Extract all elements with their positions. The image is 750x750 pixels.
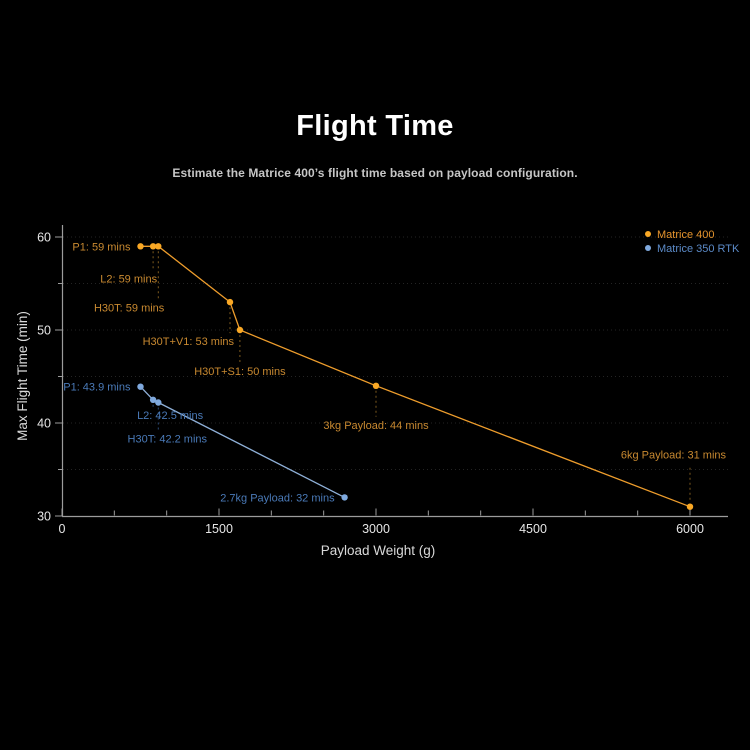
point-annotation: H30T+S1: 50 mins <box>194 366 286 378</box>
legend-label-matrice-350-rtk: Matrice 350 RTK <box>657 243 740 255</box>
data-point-matrice-350-rtk <box>155 399 162 406</box>
legend-dot-matrice-400 <box>645 231 651 237</box>
point-annotation: P1: 59 mins <box>72 241 131 253</box>
point-annotation: P1: 43.9 mins <box>63 382 131 394</box>
point-annotation: L2: 59 mins <box>100 273 157 285</box>
y-tick-label: 60 <box>37 231 51 245</box>
legend-dot-matrice-350-rtk <box>645 245 651 251</box>
page-title: Flight Time <box>296 110 454 142</box>
data-point-matrice-400 <box>137 243 144 250</box>
point-annotation: 2.7kg Payload: 32 mins <box>220 492 335 504</box>
x-tick-label: 4500 <box>519 522 547 536</box>
point-annotation: H30T+V1: 53 mins <box>143 336 235 348</box>
chart-header: Flight Time Estimate the Matrice 400’s f… <box>0 110 750 180</box>
data-point-matrice-400 <box>686 503 694 510</box>
data-point-matrice-400 <box>226 298 234 306</box>
y-tick-label: 50 <box>37 324 51 338</box>
point-annotation: 6kg Payload: 31 mins <box>621 450 727 462</box>
data-point-matrice-400 <box>236 326 244 334</box>
data-point-matrice-350-rtk <box>341 494 348 501</box>
page-subtitle: Estimate the Matrice 400’s flight time b… <box>172 166 578 180</box>
x-tick-label: 3000 <box>362 522 390 536</box>
data-point-matrice-400 <box>372 382 380 389</box>
data-point-matrice-400 <box>149 243 157 250</box>
point-annotation: 3kg Payload: 44 mins <box>323 420 429 432</box>
y-tick-label: 40 <box>37 417 51 431</box>
data-point-matrice-350-rtk <box>149 396 157 403</box>
y-tick-label: 30 <box>37 510 51 524</box>
legend-label-matrice-400: Matrice 400 <box>657 229 714 241</box>
x-tick-label: 6000 <box>676 522 704 536</box>
point-annotation: H30T: 42.2 mins <box>128 434 208 446</box>
y-axis-title: Max Flight Time (min) <box>15 311 30 441</box>
x-axis-title: Payload Weight (g) <box>321 543 436 558</box>
x-tick-label: 1500 <box>205 522 233 536</box>
data-point-matrice-400 <box>155 243 162 250</box>
point-annotation: H30T: 59 mins <box>94 302 165 314</box>
data-point-matrice-350-rtk <box>137 383 144 390</box>
point-annotation: L2: 42.5 mins <box>137 410 204 422</box>
x-tick-label: 0 <box>59 522 66 536</box>
